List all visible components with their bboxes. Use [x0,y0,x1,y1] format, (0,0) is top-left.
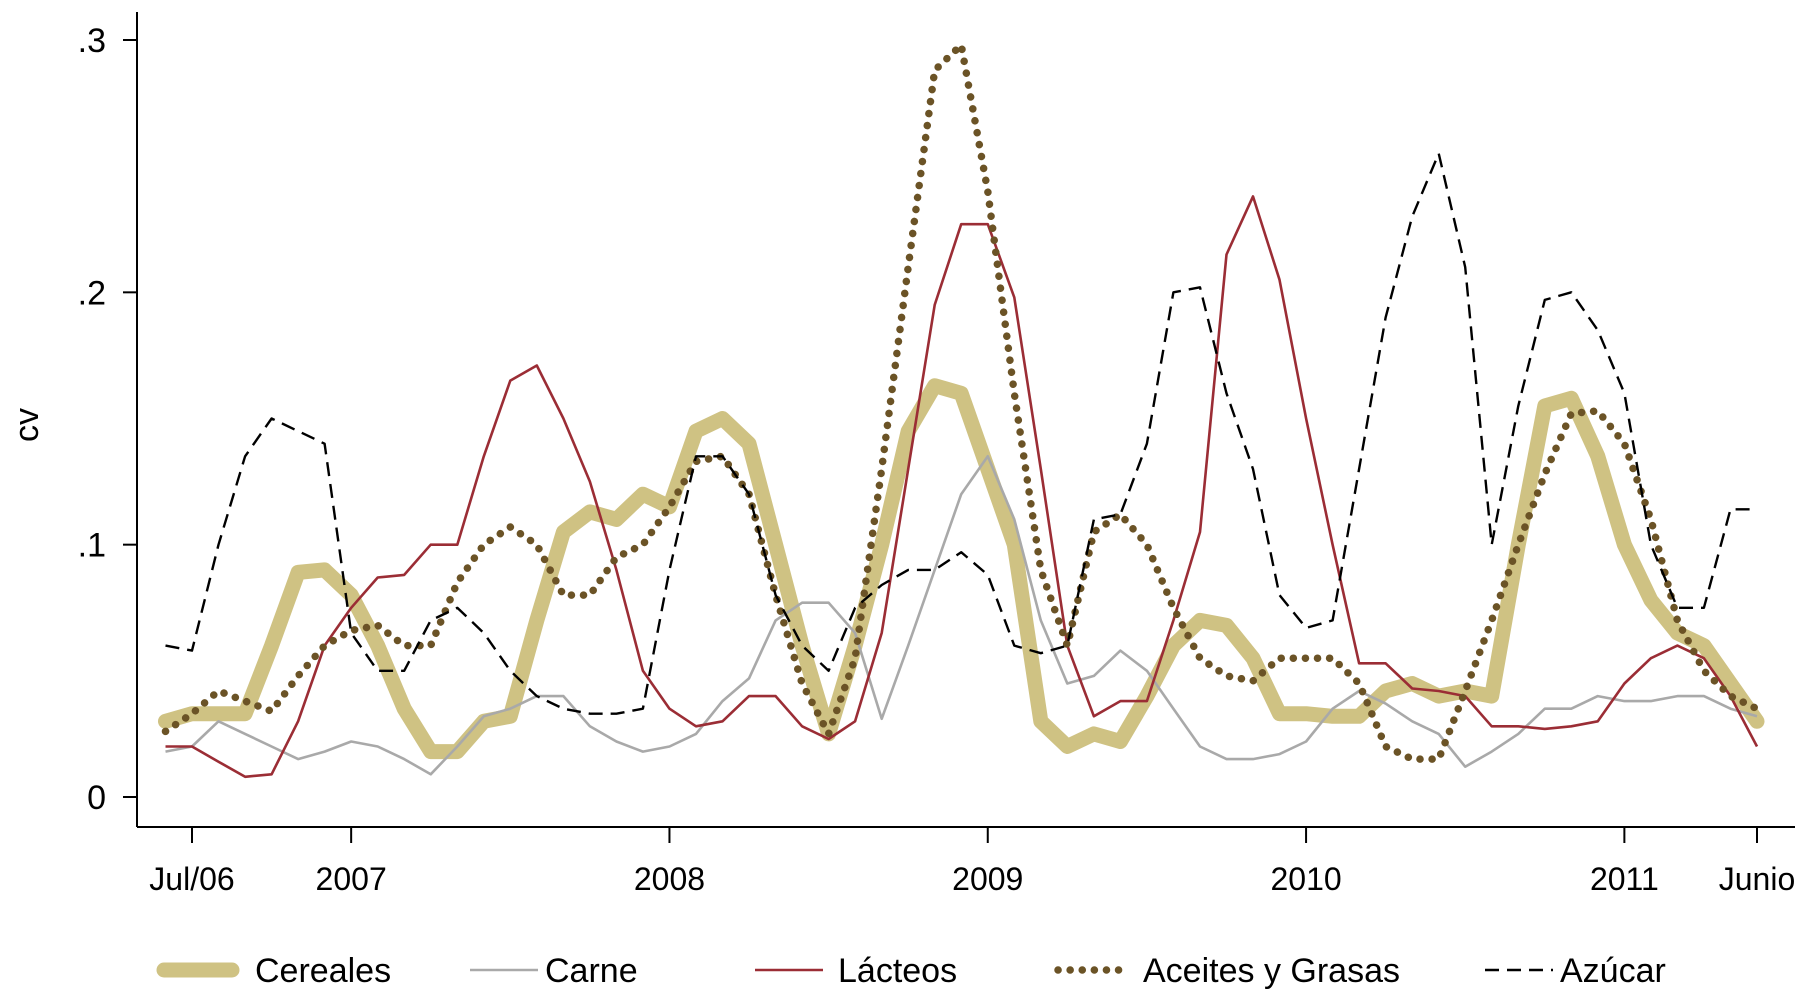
plot-area: cv 0 .1 .2 .3 Jul/06 2007 2008 2009 2010 2011 Jun… [8,12,1795,897]
x-tick-label: Jul/06 [149,861,234,897]
legend-label-2: Lácteos [838,952,957,990]
x-tick-label: 2010 [1270,861,1341,897]
y-tick-label: .3 [78,22,106,60]
y-tick-label: .2 [78,274,106,312]
series-line-4 [165,152,1757,715]
legend-label-0: Cereales [255,952,391,990]
y-ticks: 0 .1 .2 .3 [78,22,137,817]
series-line-0 [158,378,1765,760]
y-tick-label: 0 [87,779,106,817]
series-layer [158,41,1765,779]
y-axis-label: cv [8,408,46,442]
legend-label-1: Carne [545,952,638,990]
legend-label-3: Aceites y Grasas [1143,952,1400,990]
x-tick-label: 2009 [952,861,1023,897]
y-tick-label: .1 [78,527,106,565]
x-tick-label: Junio [1719,861,1796,897]
x-tick-label: 2011 [1590,861,1659,897]
x-ticks: Jul/06 2007 2008 2009 2010 2011 Junio [149,827,1795,897]
x-tick-label: 2008 [634,861,705,897]
series-line-1 [165,454,1758,776]
legend-label-4: Azúcar [1560,952,1666,990]
series-line-3 [161,41,1761,763]
legend: Cereales Carne Lácteos Aceites y Grasas Azúc… [156,952,1666,990]
x-tick-label: 2007 [316,861,387,897]
series-line-2 [165,195,1759,779]
